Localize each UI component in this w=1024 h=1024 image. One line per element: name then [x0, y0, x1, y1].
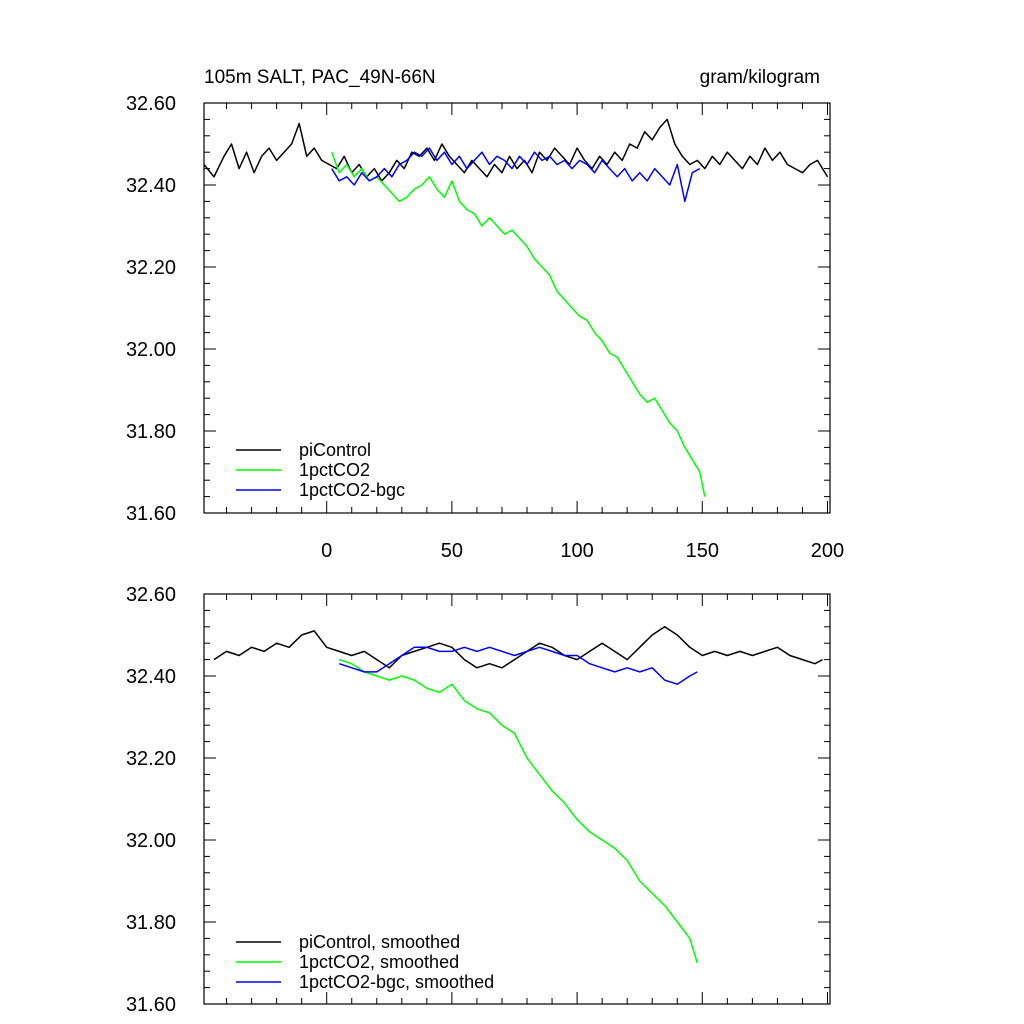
- bottom-panel: 31.60 31.80 32.00 32.20 32.40 32.60 piControl…: [126, 584, 831, 1016]
- bottom-y-tick-label: 32.40: [126, 666, 176, 688]
- bottom-tick-layer: 31.60 31.80 32.00 32.20 32.40 32.60: [126, 584, 830, 1016]
- top-y-tick-label: 32.60: [126, 93, 176, 115]
- bottom-y-tick-label: 31.60: [126, 994, 176, 1016]
- top-x-tick-label: 0: [321, 540, 332, 562]
- top-x-tick-label: 50: [441, 540, 463, 562]
- top-plot-frame: [203, 102, 831, 514]
- top-tick-layer: 31.60 31.80 32.00 32.20 32.40 32.60: [126, 93, 830, 525]
- top-legend-label: 1pctCO2-bgc: [299, 480, 405, 500]
- top-x-tick-label: 200: [811, 540, 844, 562]
- bottom-y-tick-label: 31.80: [126, 912, 176, 934]
- top-y-tick-label: 31.80: [126, 421, 176, 443]
- bottom-legend-label: 1pctCO2, smoothed: [299, 952, 459, 972]
- bottom-legend-label: piControl, smoothed: [299, 932, 460, 952]
- bottom-series-line-1pctco2-bgc-smoothed: [338, 646, 698, 685]
- top-units: gram/kilogram: [700, 67, 820, 88]
- top-y-tick-label: 31.60: [126, 503, 176, 525]
- bottom-y-tick-label: 32.20: [126, 748, 176, 770]
- top-y-tick-label: 32.40: [126, 175, 176, 197]
- bottom-series-line-picontrol-smoothed: [213, 626, 823, 669]
- bottom-series-line-1pctco2-smoothed: [338, 658, 699, 964]
- top-series-line-1pctco2: [330, 151, 706, 497]
- bottom-y-tick-label: 32.60: [126, 584, 176, 606]
- top-x-tick-label: 150: [686, 540, 719, 562]
- top-y-tick-label: 32.00: [126, 339, 176, 361]
- top-y-tick-label: 32.20: [126, 257, 176, 279]
- bottom-series-layer: [213, 626, 823, 964]
- bottom-legend-label: 1pctCO2-bgc, smoothed: [299, 972, 494, 992]
- top-x-tick-label: 100: [560, 540, 593, 562]
- top-panel: 105m SALT, PAC_49N-66N gram/kilogram 31.…: [126, 67, 844, 562]
- top-title: 105m SALT, PAC_49N-66N: [204, 67, 436, 88]
- top-series-line-picontrol: [203, 118, 829, 182]
- top-legend-label: piControl: [299, 440, 371, 460]
- top-series-layer: [203, 118, 829, 497]
- top-legend-label: 1pctCO2: [299, 460, 370, 480]
- bottom-y-tick-label: 32.00: [126, 830, 176, 852]
- top-series-line-1pctco2-bgc: [331, 147, 701, 203]
- bottom-plot-frame: [203, 593, 831, 1005]
